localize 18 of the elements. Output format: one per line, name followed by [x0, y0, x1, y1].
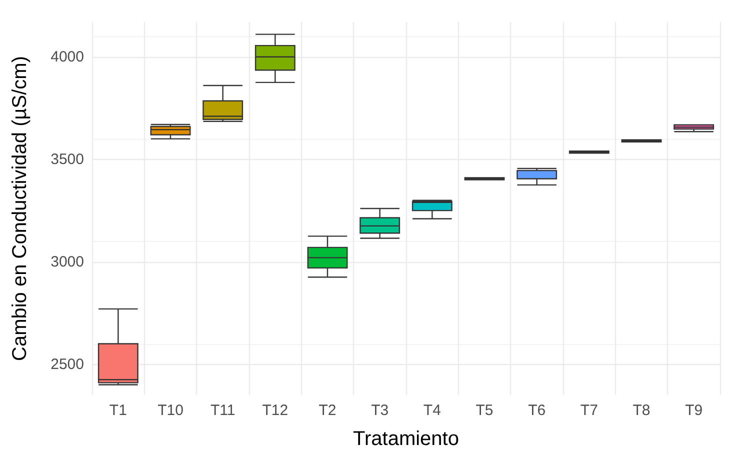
x-tick-label: T6	[528, 402, 546, 419]
x-tick-label: T8	[632, 402, 650, 419]
y-tick-label: 3000	[50, 253, 84, 270]
x-tick-label: T9	[685, 402, 703, 419]
x-tick-label: T1	[109, 402, 127, 419]
y-tick-label: 4000	[50, 48, 84, 66]
y-tick-label: 3500	[50, 150, 84, 168]
y-tick-label: 2500	[50, 356, 84, 373]
x-axis-title: Tratamiento	[353, 428, 459, 450]
x-tick-label: T7	[580, 402, 598, 419]
y-axis-title: Cambio en Conductividad (µS/cm)	[9, 56, 31, 361]
x-tick-label: T2	[318, 402, 336, 419]
x-tick-label: T3	[371, 402, 389, 419]
x-tick-label: T11	[210, 402, 236, 419]
x-tick-label: T5	[476, 402, 494, 419]
x-tick-label: T12	[262, 402, 288, 419]
x-tick-label: T4	[423, 402, 441, 419]
x-tick-label: T10	[158, 402, 184, 419]
